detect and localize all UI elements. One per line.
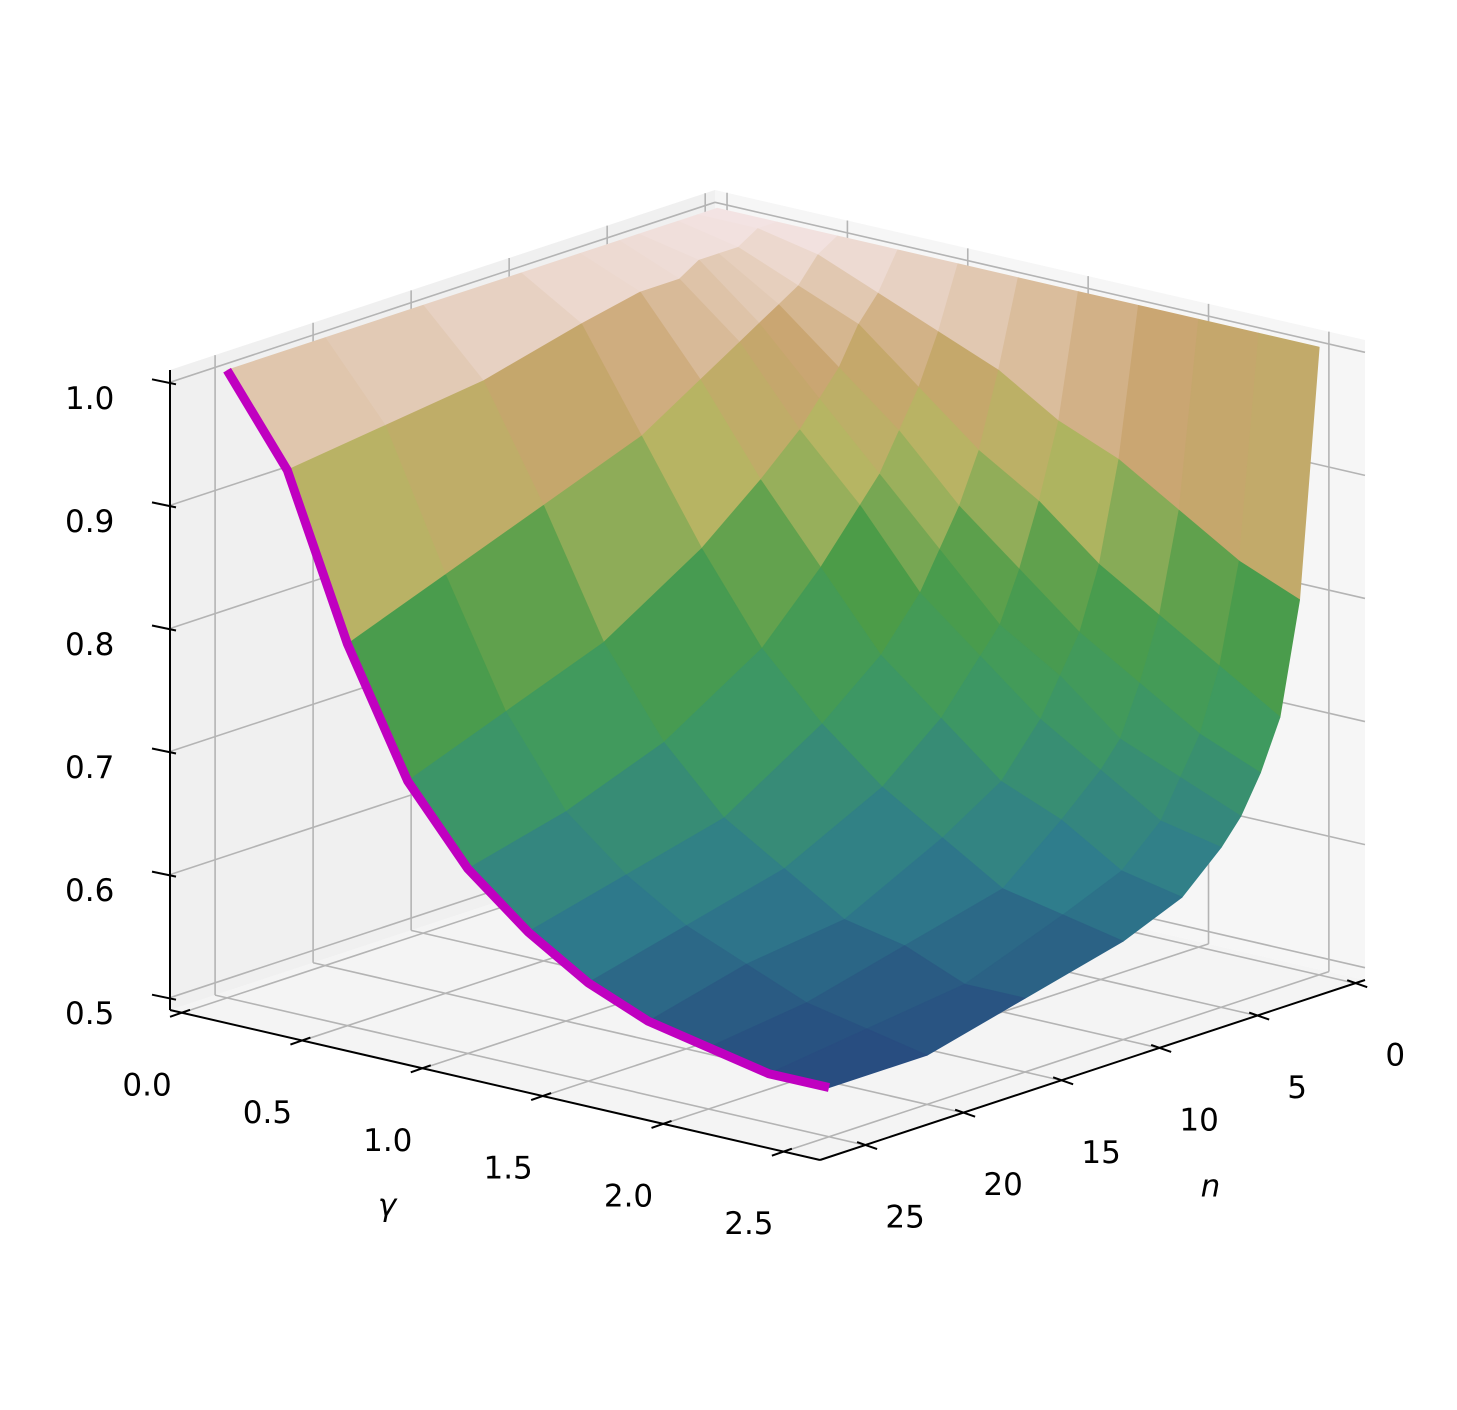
tick-mark: [151, 747, 177, 755]
y-axis-line: [819, 979, 1366, 1161]
axes: 0.00.51.01.52.02.505101520250.50.60.70.8…: [65, 370, 1405, 1242]
tick-mark: [1150, 1044, 1172, 1053]
x-axis-title: γ: [378, 1188, 398, 1224]
x-axis-line: [169, 1009, 821, 1161]
x-tick-label: 2.0: [604, 1178, 653, 1214]
tick-mark: [1052, 1076, 1074, 1086]
tick-mark: [954, 1108, 976, 1118]
x-tick-label: 0.5: [243, 1095, 292, 1131]
tick-mark: [151, 378, 177, 386]
curve: [223, 367, 831, 1092]
z-tick-label: 0.7: [65, 750, 114, 786]
x-tick-label: 0.0: [122, 1067, 171, 1103]
y-tick-label: 20: [983, 1167, 1022, 1203]
grid-line: [169, 201, 716, 384]
y-tick-label: 10: [1179, 1102, 1218, 1138]
z-tick-label: 0.8: [65, 627, 114, 663]
z-tick-label: 0.6: [65, 873, 114, 909]
z-tick-label: 1.0: [65, 381, 114, 417]
y-tick-label: 15: [1081, 1135, 1120, 1171]
x-tick-label: 2.5: [724, 1206, 773, 1242]
tick-mark: [151, 624, 177, 632]
tick-mark: [151, 993, 177, 1001]
y-axis-title: n: [1201, 1169, 1221, 1205]
y-tick-label: 25: [885, 1200, 924, 1236]
surface: [223, 207, 1320, 1092]
grid-line: [783, 970, 1330, 1153]
y-tick-label: 5: [1287, 1070, 1307, 1106]
tick-mark: [151, 870, 177, 878]
tick-mark: [1346, 979, 1368, 989]
grid-line: [714, 201, 1366, 354]
y-tick-label: 0: [1385, 1038, 1405, 1074]
z-tick-label: 0.9: [65, 504, 114, 540]
grid-line: [312, 961, 964, 1114]
tick-mark: [856, 1141, 878, 1151]
tick-mark: [151, 501, 177, 509]
grid-line: [214, 994, 866, 1146]
x-tick-label: 1.0: [363, 1123, 412, 1159]
z-tick-label: 0.5: [65, 996, 114, 1032]
x-tick-label: 1.5: [483, 1151, 532, 1187]
tick-mark: [1248, 1011, 1270, 1021]
